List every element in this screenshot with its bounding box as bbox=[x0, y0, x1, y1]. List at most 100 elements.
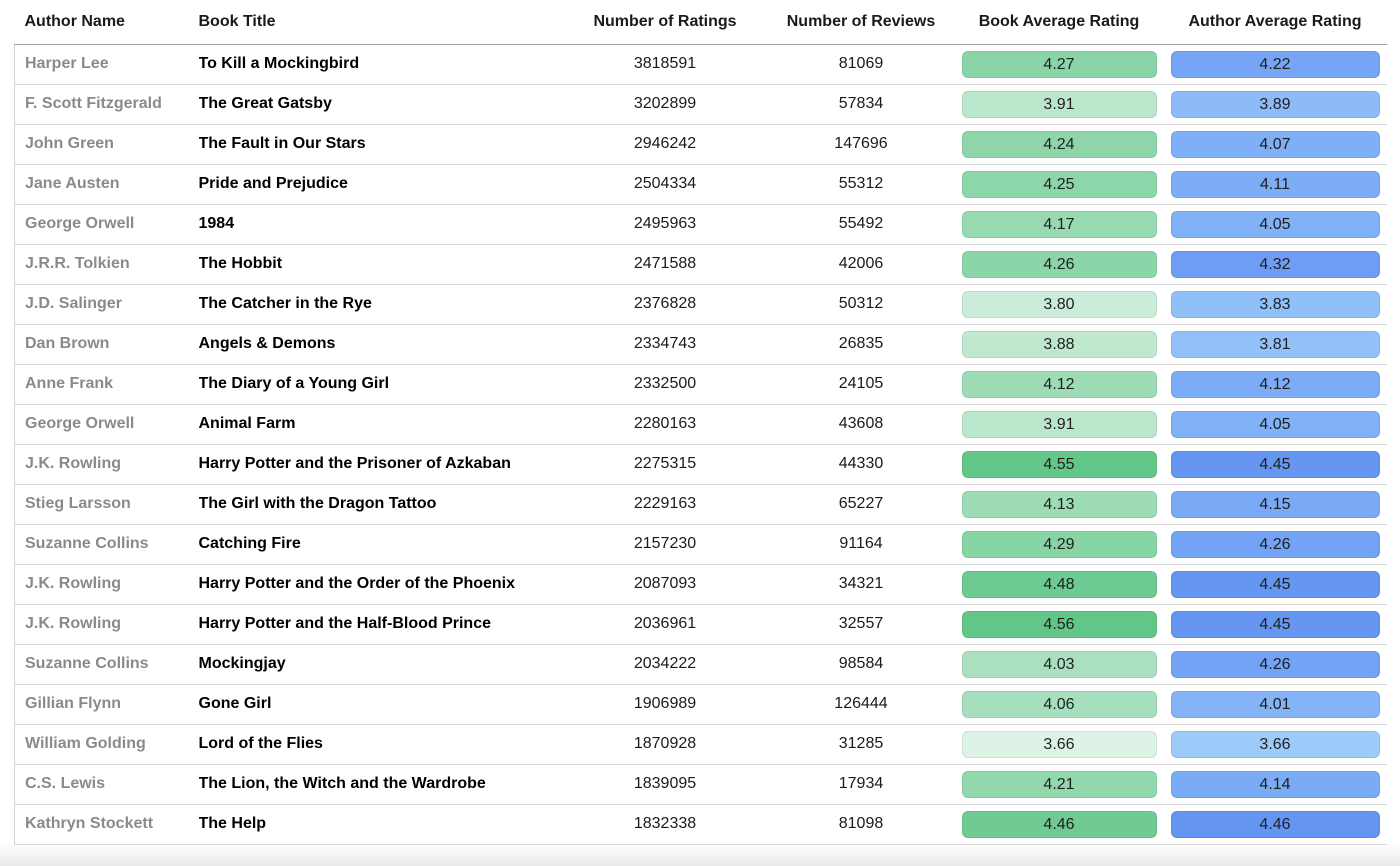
book-rating-badge: 3.66 bbox=[961, 730, 1157, 758]
book-rating-badge-cell: 4.21 bbox=[954, 764, 1164, 805]
author-rating-badge-cell: 3.89 bbox=[1163, 84, 1387, 125]
table-row: William Golding Lord of the Flies 1870928 3… bbox=[14, 724, 1387, 765]
book-rating-badge: 4.24 bbox=[961, 130, 1157, 158]
reviews-count-cell: 43608 bbox=[767, 404, 955, 445]
table-row: Suzanne Collins Catching Fire 2157230 91164… bbox=[14, 524, 1387, 565]
author-name-cell: Kathryn Stockett bbox=[14, 804, 199, 845]
author-rating-badge-cell: 3.83 bbox=[1163, 284, 1387, 325]
author-rating-badge: 3.66 bbox=[1170, 730, 1380, 758]
book-rating-badge: 3.91 bbox=[961, 410, 1157, 438]
author-rating-badge-cell: 4.32 bbox=[1163, 244, 1387, 285]
book-title-cell: Harry Potter and the Order of the Phoeni… bbox=[198, 564, 563, 605]
author-name-cell: J.K. Rowling bbox=[14, 564, 199, 605]
table-row: J.D. Salinger The Catcher in the Rye 23768… bbox=[14, 284, 1387, 325]
table-row: Stieg Larsson The Girl with the Dragon Ta… bbox=[14, 484, 1387, 525]
reviews-count-cell: 50312 bbox=[767, 284, 955, 325]
author-rating-badge: 3.83 bbox=[1170, 290, 1380, 318]
author-rating-badge-cell: 4.26 bbox=[1163, 644, 1387, 685]
book-rating-badge: 4.13 bbox=[961, 490, 1157, 518]
reviews-count-cell: 81069 bbox=[767, 44, 955, 85]
book-title-cell: Harry Potter and the Prisoner of Azkaban bbox=[198, 444, 563, 485]
book-title-cell: To Kill a Mockingbird bbox=[198, 44, 563, 85]
table-row: C.S. Lewis The Lion, the Witch and the Wa… bbox=[14, 764, 1387, 805]
author-rating-badge-cell: 4.45 bbox=[1163, 604, 1387, 645]
author-rating-badge: 4.45 bbox=[1170, 570, 1380, 598]
table-row: Harper Lee To Kill a Mockingbird 3818591 81… bbox=[14, 44, 1387, 85]
ratings-count-cell: 2334743 bbox=[562, 324, 768, 365]
book-rating-badge: 4.03 bbox=[961, 650, 1157, 678]
author-name-cell: Suzanne Collins bbox=[14, 524, 199, 565]
reviews-count-cell: 91164 bbox=[767, 524, 955, 565]
author-rating-badge-cell: 4.11 bbox=[1163, 164, 1387, 205]
author-name-cell: John Green bbox=[14, 124, 199, 165]
reviews-count-cell: 55312 bbox=[767, 164, 955, 205]
author-rating-badge: 4.26 bbox=[1170, 650, 1380, 678]
book-title-cell: The Help bbox=[198, 804, 563, 845]
book-rating-badge-cell: 3.66 bbox=[954, 724, 1164, 765]
author-rating-badge-cell: 4.07 bbox=[1163, 124, 1387, 165]
author-name-cell: C.S. Lewis bbox=[14, 764, 199, 805]
book-rating-badge: 4.27 bbox=[961, 50, 1157, 78]
reviews-count-cell: 55492 bbox=[767, 204, 955, 245]
book-rating-badge-cell: 4.06 bbox=[954, 684, 1164, 725]
ratings-count-cell: 2946242 bbox=[562, 124, 768, 165]
author-name-cell: George Orwell bbox=[14, 404, 199, 445]
author-rating-badge: 3.81 bbox=[1170, 330, 1380, 358]
book-title-cell: Harry Potter and the Half-Blood Prince bbox=[198, 604, 563, 645]
book-title-cell: The Girl with the Dragon Tattoo bbox=[198, 484, 563, 525]
book-rating-badge-cell: 3.88 bbox=[954, 324, 1164, 365]
reviews-count-cell: 42006 bbox=[767, 244, 955, 285]
book-rating-badge-cell: 4.25 bbox=[954, 164, 1164, 205]
book-rating-badge: 3.88 bbox=[961, 330, 1157, 358]
book-rating-badge: 4.06 bbox=[961, 690, 1157, 718]
author-rating-badge-cell: 4.01 bbox=[1163, 684, 1387, 725]
author-rating-badge-cell: 4.26 bbox=[1163, 524, 1387, 565]
author-rating-badge-cell: 4.14 bbox=[1163, 764, 1387, 805]
column-header-number-of-reviews: Number of Reviews bbox=[767, 0, 955, 45]
book-rating-badge-cell: 4.29 bbox=[954, 524, 1164, 565]
author-rating-badge-cell: 4.46 bbox=[1163, 804, 1387, 845]
book-title-cell: 1984 bbox=[198, 204, 563, 245]
book-rating-badge-cell: 4.55 bbox=[954, 444, 1164, 485]
book-rating-badge: 4.12 bbox=[961, 370, 1157, 398]
book-title-cell: Mockingjay bbox=[198, 644, 563, 685]
table-row: Gillian Flynn Gone Girl 1906989 126444 4.06 4… bbox=[14, 684, 1387, 725]
ratings-count-cell: 2280163 bbox=[562, 404, 768, 445]
reviews-count-cell: 17934 bbox=[767, 764, 955, 805]
author-rating-badge: 4.32 bbox=[1170, 250, 1380, 278]
book-rating-badge-cell: 4.48 bbox=[954, 564, 1164, 605]
book-rating-badge: 4.26 bbox=[961, 250, 1157, 278]
author-rating-badge-cell: 4.45 bbox=[1163, 564, 1387, 605]
ratings-count-cell: 1906989 bbox=[562, 684, 768, 725]
author-name-cell: Gillian Flynn bbox=[14, 684, 199, 725]
ratings-count-cell: 2229163 bbox=[562, 484, 768, 525]
book-title-cell: The Hobbit bbox=[198, 244, 563, 285]
book-rating-badge: 4.56 bbox=[961, 610, 1157, 638]
book-rating-badge-cell: 4.12 bbox=[954, 364, 1164, 405]
table-row: J.K. Rowling Harry Potter and the Half-Bl… bbox=[14, 604, 1387, 645]
book-title-cell: Catching Fire bbox=[198, 524, 563, 565]
book-ratings-table: Author Name Book Title Number of Ratings… bbox=[14, 0, 1387, 845]
ratings-count-cell: 1832338 bbox=[562, 804, 768, 845]
reviews-count-cell: 126444 bbox=[767, 684, 955, 725]
table-row: J.K. Rowling Harry Potter and the Prisone… bbox=[14, 444, 1387, 485]
book-title-cell: The Great Gatsby bbox=[198, 84, 563, 125]
author-rating-badge: 4.45 bbox=[1170, 610, 1380, 638]
book-rating-badge: 3.91 bbox=[961, 90, 1157, 118]
author-name-cell: J.K. Rowling bbox=[14, 604, 199, 645]
ratings-count-cell: 2275315 bbox=[562, 444, 768, 485]
header-row: Author Name Book Title Number of Ratings… bbox=[14, 0, 1387, 45]
book-rating-badge-cell: 4.24 bbox=[954, 124, 1164, 165]
author-rating-badge: 4.14 bbox=[1170, 770, 1380, 798]
reviews-count-cell: 57834 bbox=[767, 84, 955, 125]
author-name-cell: F. Scott Fitzgerald bbox=[14, 84, 199, 125]
author-name-cell: Harper Lee bbox=[14, 44, 199, 85]
table-row: George Orwell 1984 2495963 55492 4.17 4.05 bbox=[14, 204, 1387, 245]
table-header: Author Name Book Title Number of Ratings… bbox=[14, 0, 1387, 45]
author-rating-badge: 4.22 bbox=[1170, 50, 1380, 78]
author-rating-badge: 4.05 bbox=[1170, 410, 1380, 438]
table-row: F. Scott Fitzgerald The Great Gatsby 32028… bbox=[14, 84, 1387, 125]
book-title-cell: The Fault in Our Stars bbox=[198, 124, 563, 165]
ratings-count-cell: 2471588 bbox=[562, 244, 768, 285]
author-rating-badge: 4.12 bbox=[1170, 370, 1380, 398]
